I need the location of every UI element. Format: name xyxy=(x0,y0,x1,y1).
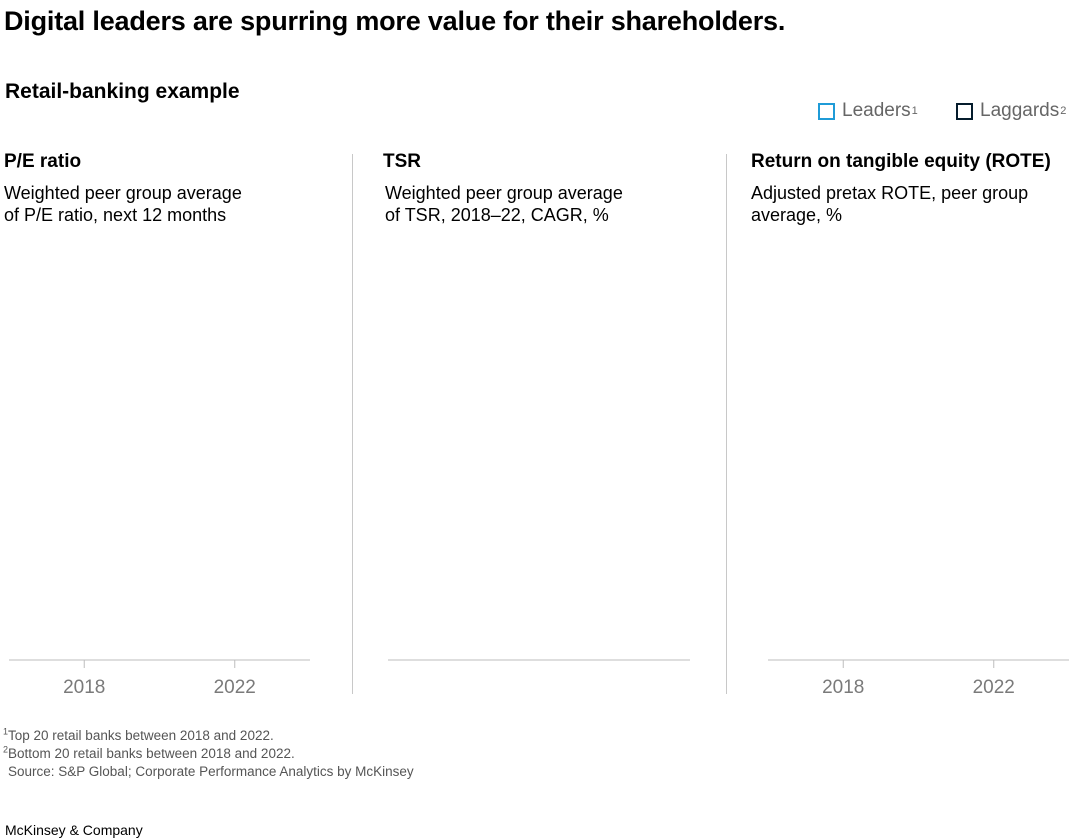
panel-desc-rote-line2: average, % xyxy=(751,205,843,225)
legend-item-laggards: Laggards 2 xyxy=(956,99,1066,123)
panel-desc-pe-line2: of P/E ratio, next 12 months xyxy=(4,205,227,225)
footnote-2: 2Bottom 20 retail banks between 2018 and… xyxy=(3,744,295,761)
chart-title: Digital leaders are spurring more value … xyxy=(4,6,786,36)
legend-label-leaders: Leaders xyxy=(842,100,911,121)
panel-desc-rote-line1: Adjusted pretax ROTE, peer group xyxy=(751,183,1029,203)
legend-swatch-leaders xyxy=(818,102,835,120)
panel-desc-tsr-line2: of TSR, 2018–22, CAGR, % xyxy=(385,205,609,225)
footnote-1-text: Top 20 retail banks between 2018 and 202… xyxy=(8,728,274,743)
chart-subtitle: Retail-banking example xyxy=(5,80,240,103)
x-tick-label-3-2022: 2022 xyxy=(973,677,1015,698)
panel-desc-tsr-line1: Weighted peer group average xyxy=(385,183,623,203)
panel-desc-pe-line1: Weighted peer group average xyxy=(4,183,242,203)
panel-divider-2 xyxy=(726,154,727,694)
panel-title-rote: Return on tangible equity (ROTE) xyxy=(751,151,1051,172)
panel-desc-tsr: Weighted peer group average of TSR, 2018… xyxy=(385,182,623,226)
footnote-1: 1Top 20 retail banks between 2018 and 20… xyxy=(3,726,274,743)
brand-logo-text: McKinsey & Company xyxy=(5,822,143,838)
x-tick-label-3-2018: 2018 xyxy=(822,677,864,698)
panel-title-tsr: TSR xyxy=(383,151,421,172)
x-tick-label-1-2018: 2018 xyxy=(63,677,105,698)
x-tick-label-1-2022: 2022 xyxy=(214,677,256,698)
footnote-2-text: Bottom 20 retail banks between 2018 and … xyxy=(8,746,295,761)
legend-item-leaders: Leaders 1 xyxy=(818,99,918,123)
panel-title-pe: P/E ratio xyxy=(4,151,82,172)
legend-label-laggards: Laggards xyxy=(980,100,1060,121)
panel-desc-rote: Adjusted pretax ROTE, peer group average… xyxy=(751,182,1028,226)
footnote-1-sup: 1 xyxy=(3,726,9,737)
panel-desc-pe: Weighted peer group average of P/E ratio… xyxy=(4,182,242,226)
source-note: Source: S&P Global; Corporate Performanc… xyxy=(8,764,414,779)
footnote-2-sup: 2 xyxy=(3,744,9,755)
legend-swatch-laggards xyxy=(956,102,973,120)
panel-divider-1 xyxy=(352,154,353,694)
